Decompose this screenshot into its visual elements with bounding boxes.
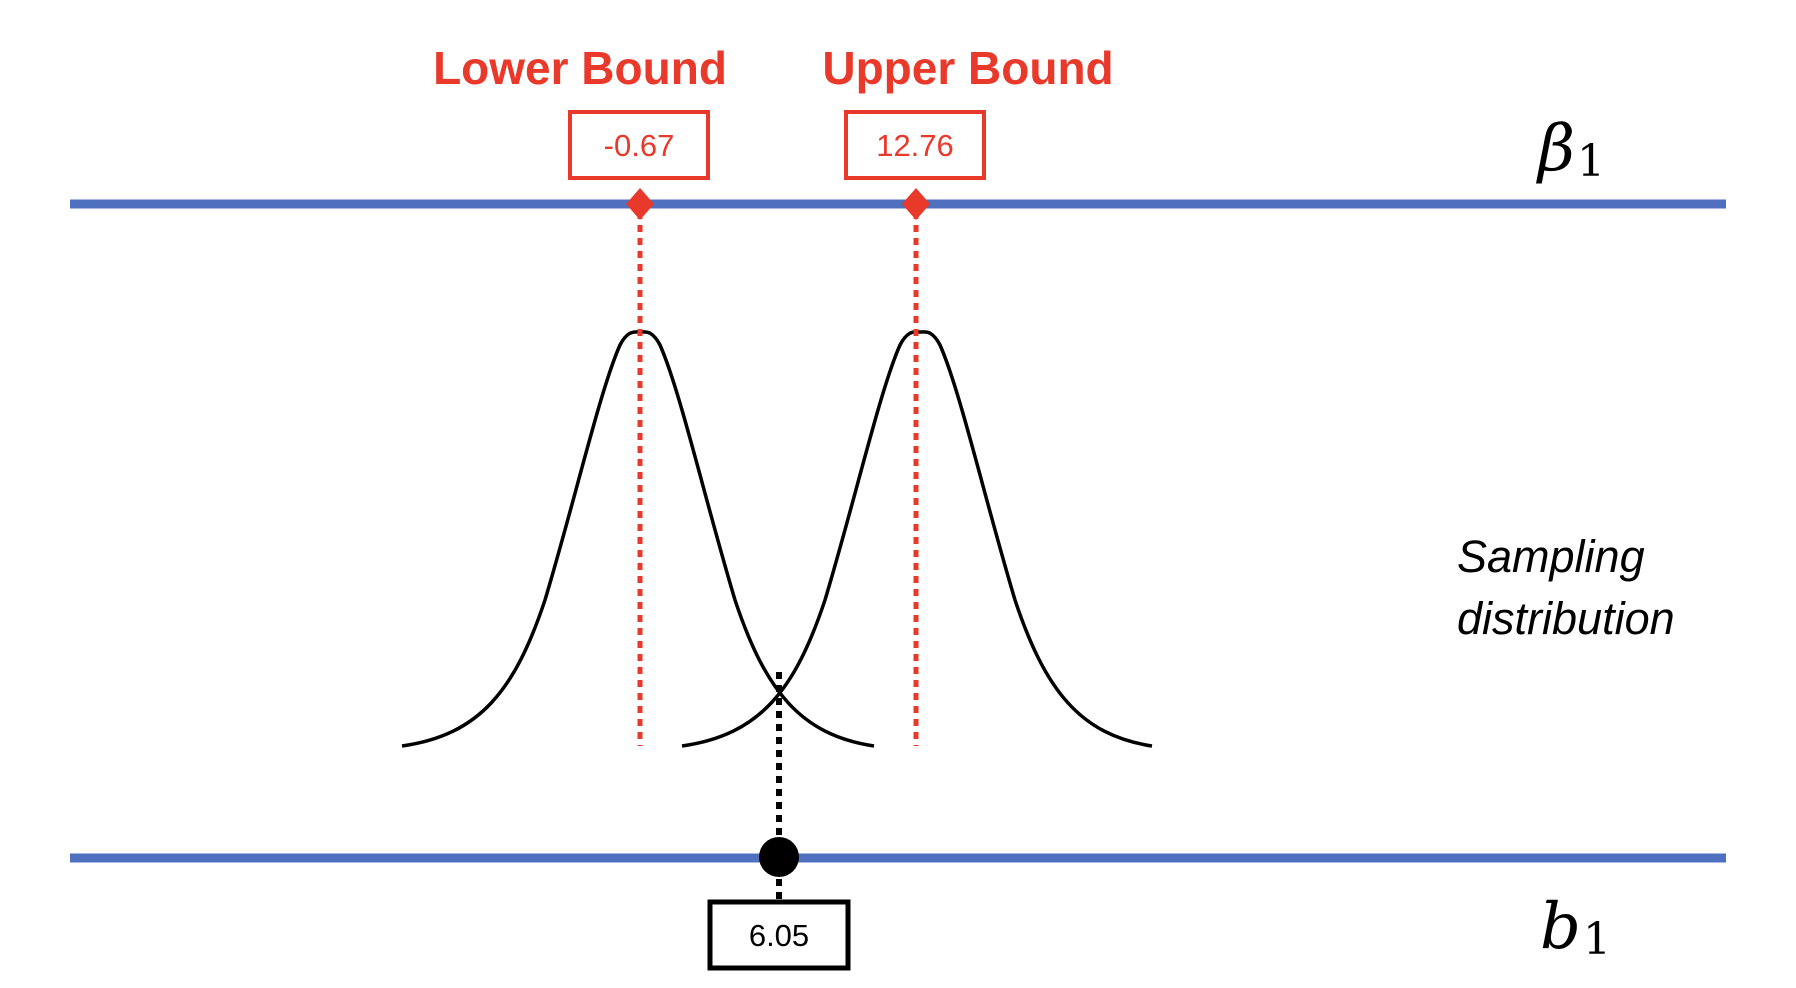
statistic-symbol: b bbox=[1540, 890, 1581, 964]
statistic-subscript: 1 bbox=[1583, 914, 1611, 965]
upper-bound-value: 12.76 bbox=[876, 128, 954, 163]
upper-bound-title: Upper Bound bbox=[822, 42, 1113, 94]
parameter-subscript: 1 bbox=[1577, 136, 1605, 187]
parameter-axis-label: β1 bbox=[1536, 112, 1605, 187]
lower-bound-diamond-marker bbox=[626, 188, 654, 220]
parameter-symbol: β bbox=[1536, 112, 1575, 186]
statistic-axis-label: b1 bbox=[1540, 890, 1611, 965]
lower-bound-value: -0.67 bbox=[604, 128, 675, 163]
distribution-label-line1: Sampling bbox=[1457, 531, 1645, 582]
distribution-label-line2: distribution bbox=[1457, 593, 1675, 644]
lower-bound-title: Lower Bound bbox=[433, 42, 727, 94]
sample-estimate-dot bbox=[759, 837, 799, 877]
sample-estimate-value: 6.05 bbox=[749, 918, 809, 953]
upper-bound-diamond-marker bbox=[902, 188, 930, 220]
